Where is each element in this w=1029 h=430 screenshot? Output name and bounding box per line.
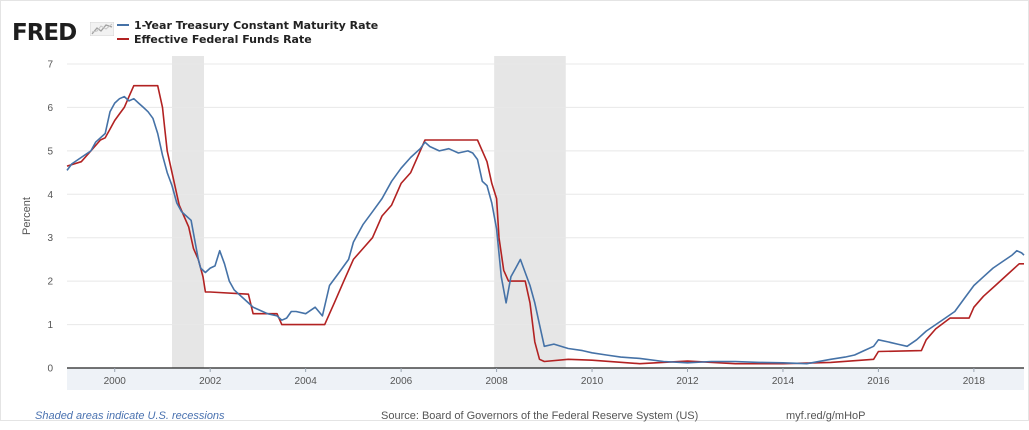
x-tick-label: 2014 — [772, 376, 795, 387]
y-tick-label: 7 — [47, 60, 53, 71]
x-tick-label: 2002 — [199, 376, 222, 387]
y-tick-label: 0 — [47, 364, 53, 375]
x-tick-label: 2016 — [867, 376, 890, 387]
legend-label-treasury: 1-Year Treasury Constant Maturity Rate — [134, 18, 379, 32]
y-tick-label: 3 — [47, 233, 53, 244]
fred-logo[interactable]: FRED — [12, 20, 77, 46]
recession-band-1 — [494, 56, 566, 368]
chart-plot[interactable]: 0 1 2 3 4 5 6 7 2000 2002 2004 2006 2008 2010 2012 201… — [0, 0, 1029, 410]
x-tick-label: 2012 — [676, 376, 699, 387]
x-tick-label: 2008 — [485, 376, 508, 387]
legend-swatch-treasury — [117, 24, 129, 26]
y-tick-label: 4 — [47, 190, 53, 201]
legend-swatch-fedfunds — [117, 38, 129, 40]
x-tick-label: 2000 — [104, 376, 127, 387]
x-tick-label: 2004 — [295, 376, 318, 387]
recession-band-0 — [172, 56, 204, 368]
legend-label-fedfunds: Effective Federal Funds Rate — [134, 32, 312, 46]
y-tick-label: 1 — [47, 320, 53, 331]
legend: 1-Year Treasury Constant Maturity Rate E… — [117, 18, 378, 46]
x-tick-label: 2010 — [581, 376, 604, 387]
series-lines — [66, 84, 1025, 365]
line-chart-icon — [90, 22, 114, 36]
legend-item-fedfunds[interactable]: Effective Federal Funds Rate — [117, 32, 378, 46]
gridlines — [67, 63, 1024, 326]
series-line-treasury — [66, 95, 1025, 365]
y-tick-label: 5 — [47, 146, 53, 157]
chart-footer: Shaded areas indicate U.S. recessions So… — [0, 410, 1029, 430]
recession-shading — [172, 56, 566, 368]
short-link[interactable]: myf.red/g/mHoP — [786, 410, 866, 422]
x-axis-band — [67, 368, 1024, 390]
source-credit: Source: Board of Governors of the Federa… — [381, 410, 699, 422]
y-axis: 0 1 2 3 4 5 6 7 — [47, 60, 53, 375]
y-axis-label: Percent — [21, 197, 33, 235]
y-tick-label: 2 — [47, 277, 53, 288]
x-tick-label: 2018 — [963, 376, 986, 387]
recession-note: Shaded areas indicate U.S. recessions — [35, 410, 225, 422]
series-line-fedfunds — [66, 84, 1024, 365]
x-tick-label: 2006 — [390, 376, 413, 387]
y-tick-label: 6 — [47, 103, 53, 114]
legend-item-treasury[interactable]: 1-Year Treasury Constant Maturity Rate — [117, 18, 378, 32]
x-axis: 2000 2002 2004 2006 2008 2010 2012 2014 2016 2018 — [67, 367, 1024, 390]
